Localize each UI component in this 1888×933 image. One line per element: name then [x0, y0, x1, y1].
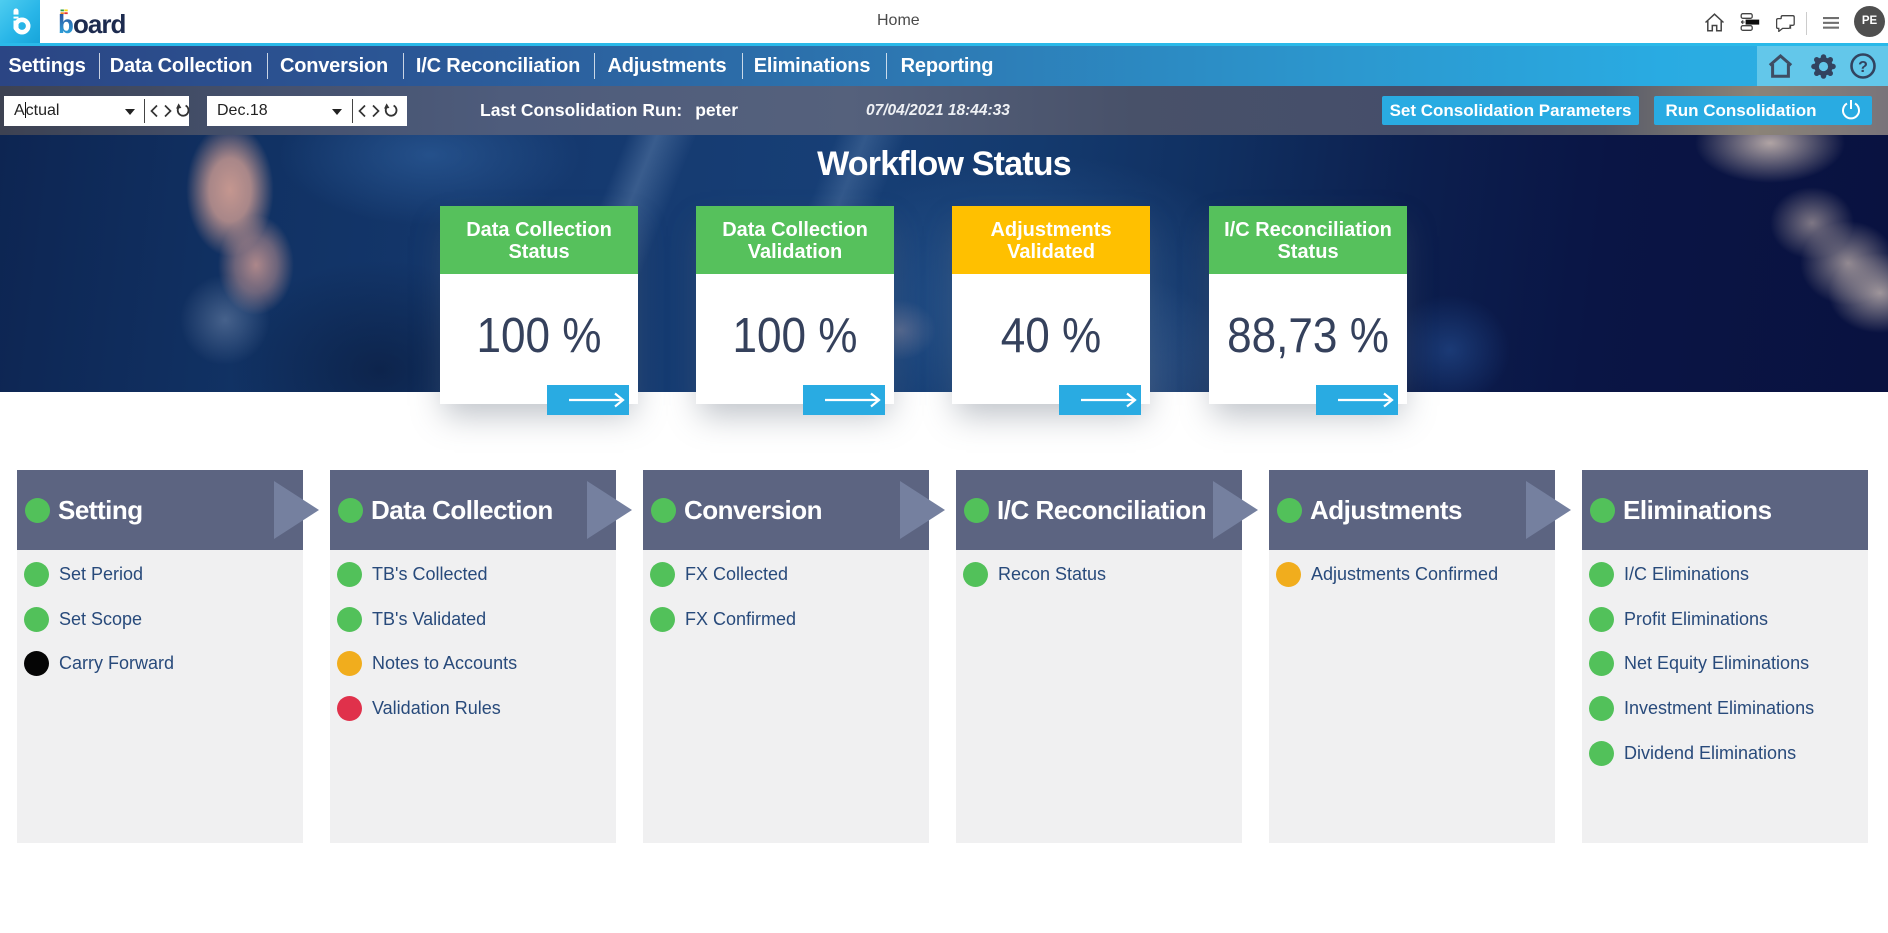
svg-text:?: ?	[1858, 59, 1868, 76]
svg-text:b: b	[58, 9, 73, 38]
svg-text:oard: oard	[73, 9, 125, 38]
